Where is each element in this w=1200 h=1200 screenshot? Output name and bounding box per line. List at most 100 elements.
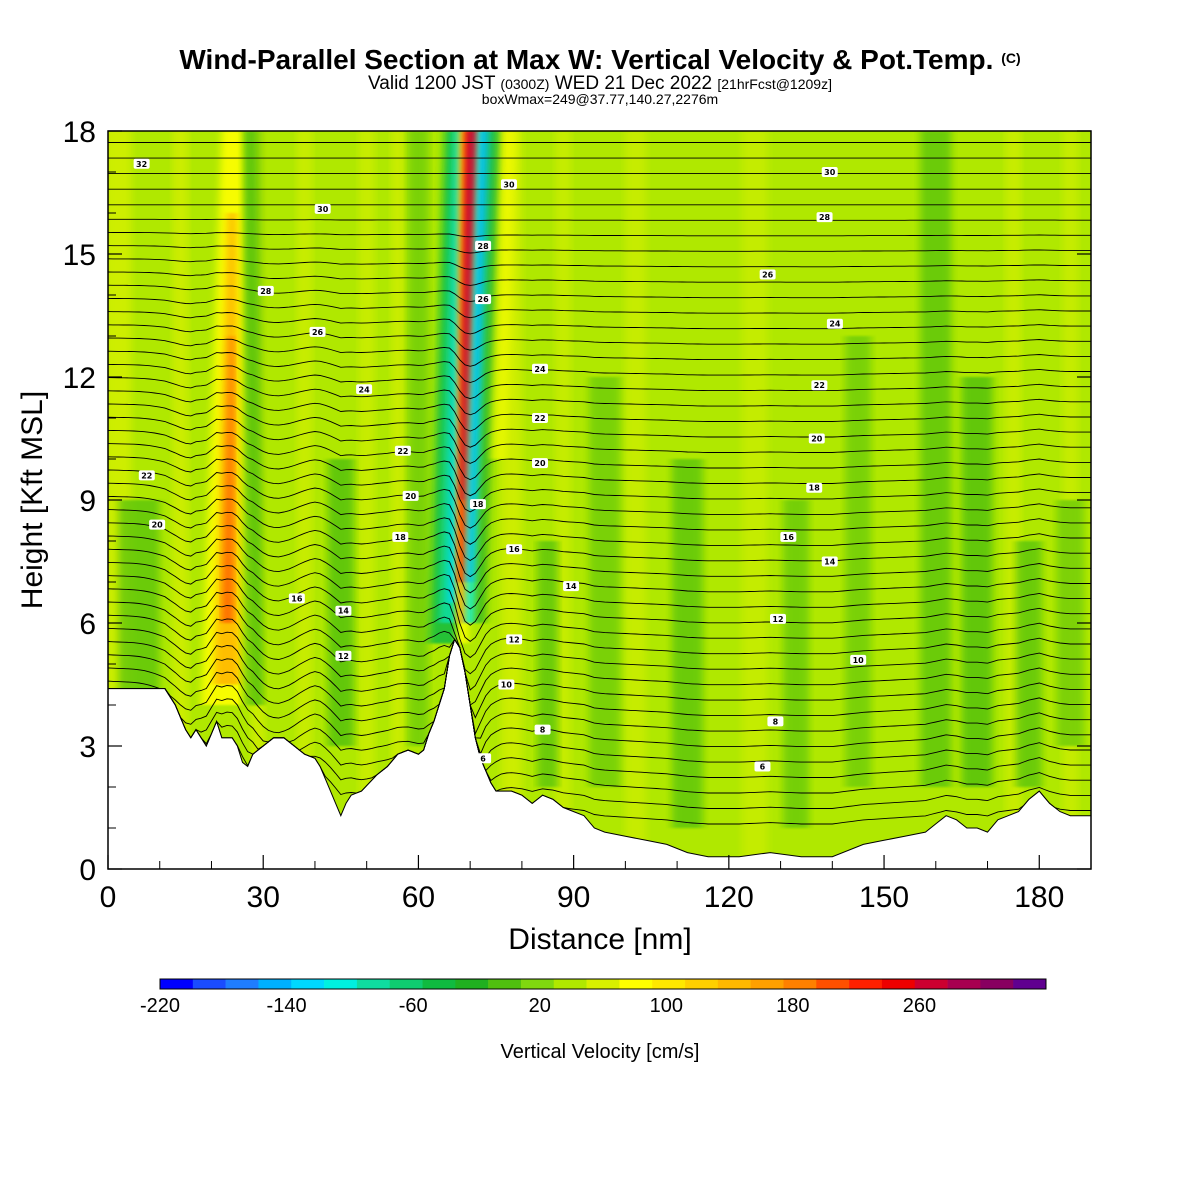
theta-label-bg [532,458,549,469]
theta-label-bg [356,384,373,395]
theta-label-text: 22 [814,381,825,390]
theta-label-text: 10 [501,681,513,690]
x-tick-label: 60 [402,881,435,914]
field-streak [296,131,313,869]
theta-label-bg [475,294,492,305]
theta-contour-line [108,627,1091,719]
theta-label-bg [138,470,155,481]
theta-contour-line [108,638,1091,756]
colorbar-swatch [520,979,555,989]
theta-label: 18 [392,531,409,542]
theta-label: 28 [475,240,492,251]
colorbar-swatch [488,979,522,989]
theta-contour-line [108,561,1091,642]
theta-label: 32 [133,158,150,169]
theta-label-bg [563,581,580,592]
colorbar-swatch [881,979,916,989]
theta-label-text: 14 [824,558,836,567]
theta-label-bg [394,445,411,456]
theta-label-bg [826,318,843,329]
theta-label-text: 8 [773,717,779,726]
theta-label: 12 [335,650,352,661]
field-subsidence [589,377,621,787]
theta-label-bg [759,269,776,280]
theta-contour-line [108,403,1091,448]
theta-label: 8 [767,716,784,727]
theta-contour-line [108,297,1091,319]
theta-label: 20 [149,519,166,530]
theta-label-bg [498,679,515,690]
theta-label: 12 [506,634,523,645]
colorbar-tick-label: -220 [140,995,180,1017]
colorbar-swatch [914,979,948,989]
theta-contour-line [108,245,1091,254]
theta-label-bg [133,158,150,169]
theta-label-bg [402,490,419,501]
colorbar-tick-label: 20 [529,995,551,1017]
theta-label: 10 [850,654,867,665]
theta-contour-line [108,456,1091,513]
colorbar-swatch [619,979,653,989]
theta-contour-line [108,350,1091,383]
theta-label-bg [475,240,492,251]
theta-contour-line [108,638,1091,763]
colorbar-swatch [160,979,194,989]
theta-label: 6 [475,753,492,764]
theta-label-bg [769,613,786,624]
theta-label: 12 [769,613,786,624]
theta-label-bg [506,634,523,645]
theta-label: 16 [288,593,305,604]
theta-label-bg [532,363,549,374]
theta-label-bg [767,716,784,727]
colorbar-swatch [192,979,226,989]
field-subsidence [845,336,872,787]
colorbar-tick-label: 100 [650,995,683,1017]
theta-label-text: 10 [853,656,865,665]
theta-label-bg [309,326,326,337]
x-tick-label: 90 [557,881,590,914]
y-axis: 0 3 6 9 12 15 18 [63,116,1091,887]
theta-label-bg [335,605,352,616]
theta-label-bg [506,544,523,555]
theta-label: 26 [475,294,492,305]
theta-label: 26 [309,326,326,337]
colorbar-tick-label: -60 [399,995,428,1017]
theta-label: 18 [469,499,486,510]
wave-updraft-red [221,336,234,623]
theta-contour-line [108,601,1091,691]
colorbar-tick-label: -140 [267,995,307,1017]
theta-label-text: 26 [478,295,490,304]
colorbar-swatch [980,979,1014,989]
theta-label-bg [500,179,517,190]
field-subsidence [961,377,993,787]
theta-contour-line [108,218,1091,222]
y-tick-label: 6 [79,608,96,641]
theta-label: 18 [806,482,823,493]
colorbar-swatch [324,979,358,989]
theta-label-text: 12 [338,652,349,661]
theta-label-text: 26 [312,328,324,337]
theta-label-bg [821,167,838,177]
theta-label-bg [808,433,825,444]
theta-label: 22 [811,380,828,391]
theta-label: 6 [754,761,771,772]
x-tick-label: 150 [859,881,909,914]
theta-label-text: 20 [405,492,417,501]
theta-label: 10 [498,679,515,690]
theta-contour-line [108,443,1091,497]
theta-contour-line [108,548,1091,626]
colorbar-swatch [783,979,817,989]
colorbar-swatch [652,979,686,989]
theta-label-text: 8 [540,726,546,735]
theta-label-bg [475,753,492,764]
theta-label-text: 12 [772,615,783,624]
theta-label-text: 20 [152,521,164,530]
y-axis-label: Height [Kft MSL] [16,391,49,609]
theta-label-text: 18 [809,484,821,493]
chart-box-info: boxWmax=249@37.77,140.27,2276m [481,91,719,107]
theta-label-text: 6 [760,763,766,772]
theta-label-text: 28 [478,242,490,251]
x-tick-label: 30 [247,881,280,914]
y-tick-label: 12 [63,362,96,395]
